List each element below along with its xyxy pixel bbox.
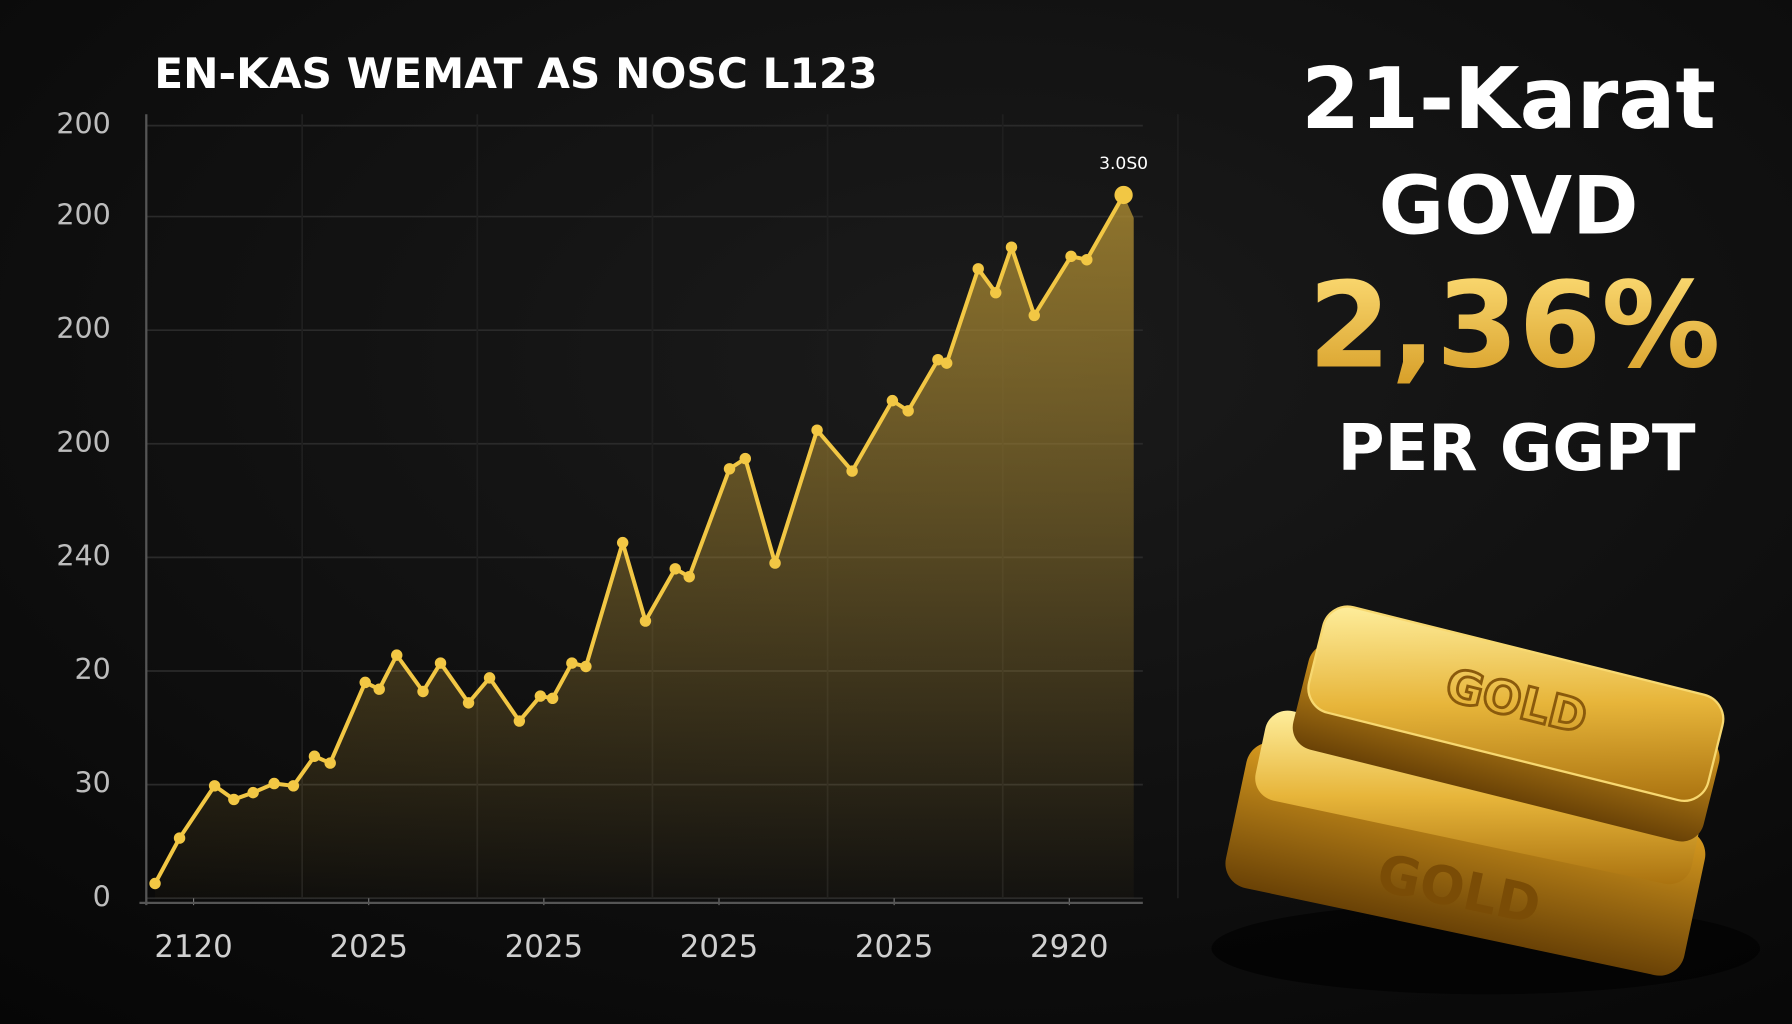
panel-unit: PER GGPT [1338,412,1696,486]
point [483,672,496,684]
point [1005,241,1018,253]
point [846,465,858,477]
chart-title: EN-KAS WEMAT AS NOSC L123 [154,49,877,98]
point [359,676,371,689]
y-tick-label: 30 [74,766,110,800]
point [287,780,300,792]
point [683,571,695,583]
y-tick-label: 200 [56,425,111,459]
y-tick-label: 200 [56,311,111,345]
point [308,750,321,762]
x-tick-label: 2120 [154,929,233,965]
point [546,692,559,705]
point [268,777,280,790]
point [616,536,629,549]
point [208,780,221,792]
x-tick-label: 2025 [505,929,583,965]
point [811,424,823,436]
point [1065,250,1077,263]
point [1028,309,1040,322]
point [580,660,592,673]
gold-bars: GOLD GOLD [1211,605,1760,995]
point [1114,185,1133,205]
panel-value: 2,36% [1308,257,1720,395]
x-tick-label: 2025 [329,929,408,965]
point [534,690,547,702]
y-tick-label: 200 [56,107,111,141]
point [940,357,953,369]
x-tick-label: 2025 [680,929,759,965]
point [149,877,161,890]
point [902,405,914,417]
y-tick-label: 200 [56,198,111,232]
point [417,685,429,698]
point [669,563,681,575]
point [324,757,336,769]
point [373,683,385,695]
y-tick-label: 240 [56,538,111,572]
point [723,463,736,475]
point [434,657,447,669]
bar-top [1307,605,1725,802]
x-tick-label: 2920 [1030,929,1109,965]
point [1081,254,1093,266]
point [513,715,526,727]
point [769,557,781,569]
price-panel: 21-Karat GOVD 2,36% PER GGPT [1301,50,1720,486]
point [932,353,944,366]
y-tick-label: 0 [93,879,111,913]
point [247,786,259,799]
y-tick-label: 20 [74,652,110,686]
annotation: 3.0S0 [1099,154,1148,174]
chart: EN-KAS WEMAT AS NOSC L123 0 30 20 240 200 200 2… [56,49,1179,965]
point [391,649,403,661]
point [462,697,475,709]
point [739,452,751,465]
point [990,286,1002,299]
point [173,832,186,844]
panel-title: 21-Karat [1301,50,1716,148]
point [639,615,652,627]
area [155,194,1134,899]
point [566,657,578,669]
point [886,394,899,407]
x-tick-label: 2025 [855,929,934,965]
panel-subtitle: GOVD [1379,159,1639,252]
gold-bar-front: GOLD [1292,605,1725,842]
point [972,263,984,275]
point [228,793,240,806]
